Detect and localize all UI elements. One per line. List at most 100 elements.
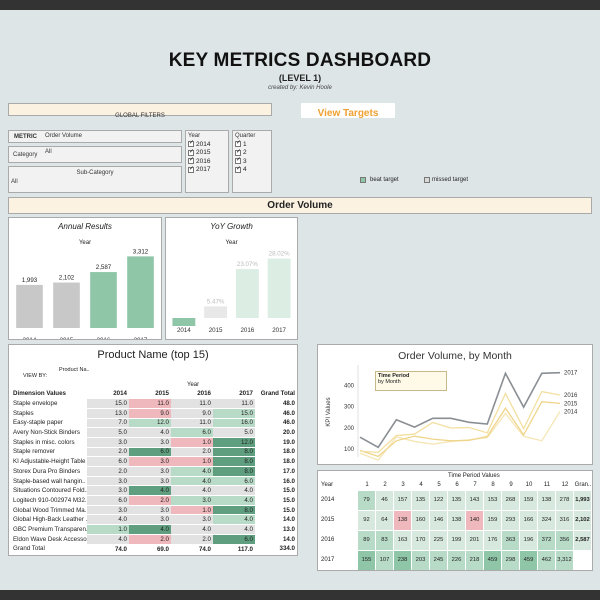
month-value-cell: 79 xyxy=(358,491,375,510)
month-row-year: 2015 xyxy=(321,517,335,523)
bar[interactable] xyxy=(172,318,196,326)
grand-total-label: Grand Total xyxy=(13,545,45,553)
quarter-checkbox-label: 4 xyxy=(243,166,247,174)
month-header: 4 xyxy=(419,482,423,488)
quarter-checkbox-1[interactable]: 1 xyxy=(235,139,269,149)
table-row[interactable]: Avery Non-Stick Binders 5.0 4.0 6.0 5.0 20.0 xyxy=(11,427,297,438)
col-header: 2014 xyxy=(113,390,127,398)
month-header: 12 xyxy=(561,482,569,488)
grand-total-cell: 18.0 xyxy=(282,448,295,456)
bar[interactable] xyxy=(90,272,117,328)
year-checkbox-2014[interactable]: 2014 xyxy=(188,139,226,149)
grand-total-cell: 15.0 xyxy=(282,496,295,504)
checkmark-icon[interactable] xyxy=(188,165,194,173)
table-row[interactable]: Global High-Back Leather .. 4.0 3.0 3.0 4.0 1… xyxy=(11,514,297,526)
section-title: Order Volume xyxy=(8,197,592,214)
table-row[interactable]: Staples in misc. colors 3.0 3.0 1.0 12.0 19.0 xyxy=(11,437,297,448)
month-value-cell: 159 xyxy=(520,491,537,510)
quarter-checkbox-2[interactable]: 2 xyxy=(235,148,269,158)
month-value-cell: 238 xyxy=(394,551,411,570)
month-header: 5 xyxy=(437,482,441,488)
quarter-checkbox-4[interactable]: 4 xyxy=(235,165,269,175)
series-line-2016[interactable] xyxy=(359,390,561,454)
value-cell: 11.0 xyxy=(213,398,255,409)
table-row[interactable]: Global Wood Trimmed Ma.. 3.0 3.0 1.0 8.0 15.0 xyxy=(11,505,297,516)
table-row[interactable]: Logitech 910-002974 M32.. 6.0 2.0 3.0 4.0 15.… xyxy=(11,495,297,506)
table-row[interactable]: Eldon Wave Desk Accesso.. 4.0 2.0 2.0 6.0 14.… xyxy=(11,534,297,545)
view-targets-button[interactable]: View Targets xyxy=(301,103,395,119)
value-cell: 4.0 xyxy=(87,534,129,545)
series-line-2015[interactable] xyxy=(359,401,561,458)
bar[interactable] xyxy=(235,269,259,318)
year-checkbox-2017[interactable]: 2017 xyxy=(188,165,226,175)
checkmark-icon[interactable] xyxy=(235,165,241,173)
monthly-chart-title: Order Volume, by Month xyxy=(398,350,512,362)
global-filters-header: GLOBAL FILTERS xyxy=(8,103,272,119)
y-tick-label: 200 xyxy=(344,426,355,432)
category-filter[interactable]: Category All xyxy=(8,146,182,163)
grand-total-cell: 117.0 xyxy=(237,545,253,553)
view-by-dropdown[interactable]: Product Na.. xyxy=(59,367,90,373)
grand-total-cell: 48.0 xyxy=(282,400,295,408)
value-cell: 1.0 xyxy=(171,437,213,448)
value-cell: 13.0 xyxy=(87,408,129,419)
month-value-cell: 140 xyxy=(466,511,483,530)
value-cell: 4.0 xyxy=(129,524,171,535)
grand-total-row: Grand Total 74.0 69.0 74.0 117.0 334.0 xyxy=(11,544,297,554)
year-checkbox-label: 2014 xyxy=(196,140,211,148)
series-line-2014[interactable] xyxy=(359,411,561,461)
bar[interactable] xyxy=(267,258,291,318)
subcategory-filter[interactable]: Sub-Category All xyxy=(8,166,182,193)
series-line-2017[interactable] xyxy=(359,371,561,449)
month-value-cell: 89 xyxy=(358,531,375,550)
month-value-cell: 166 xyxy=(520,511,537,530)
data-label: 5.47% xyxy=(207,298,225,305)
data-label: 1,993 xyxy=(22,277,38,284)
checkmark-icon[interactable] xyxy=(188,148,194,156)
month-value-cell: 153 xyxy=(484,491,501,510)
year-checkbox-2015[interactable]: 2015 xyxy=(188,148,226,158)
month-row-year: 2016 xyxy=(321,537,335,543)
year-checkbox-2016[interactable]: 2016 xyxy=(188,156,226,166)
tick-label: 2016 xyxy=(240,327,254,334)
checkmark-icon[interactable] xyxy=(235,148,241,156)
product-table-header: Dimension Values 2014 2015 2016 2017 Gra… xyxy=(11,389,297,399)
month-grid: 79 46 157 135 122 135 143 153 268 159 138 278 1,993 9… xyxy=(358,491,592,570)
month-value-cell: 176 xyxy=(484,531,501,550)
table-row[interactable]: Staple remover 2.0 6.0 2.0 8.0 18.0 xyxy=(11,447,297,458)
month-row-year: 2014 xyxy=(321,497,335,503)
checkmark-icon[interactable] xyxy=(188,139,194,148)
axis-label: Year xyxy=(79,240,91,246)
table-row[interactable]: Staple-based wall hangin.. 3.0 3.0 4.0 6.0 16… xyxy=(11,476,297,487)
tick-label: 2015 xyxy=(60,337,74,339)
table-row[interactable]: Easy-staple paper 7.0 12.0 11.0 16.0 46.0 xyxy=(11,418,297,429)
bar[interactable] xyxy=(16,284,43,328)
data-label: 28.02% xyxy=(269,251,290,258)
month-row-year: 2017 xyxy=(321,557,335,563)
series-end-label: 2015 xyxy=(564,401,578,407)
bar[interactable] xyxy=(53,282,80,328)
table-row[interactable]: Storex Dura Pro Binders 2.0 3.0 4.0 8.0 17.0 xyxy=(11,466,297,477)
table-row[interactable]: Staple envelope 15.0 11.0 11.0 11.0 48.0 xyxy=(11,398,297,409)
tick-label: 2016 xyxy=(97,337,111,339)
table-row[interactable]: KI Adjustable-Height Table 6.0 3.0 1.0 8.0 18… xyxy=(11,456,297,467)
bar[interactable] xyxy=(204,306,228,318)
month-header: 1 xyxy=(365,482,369,488)
month-value-cell: 293 xyxy=(502,511,519,530)
bar[interactable] xyxy=(127,256,154,328)
metric-filter[interactable]: METRIC Order Volume xyxy=(8,130,182,143)
checkmark-icon[interactable] xyxy=(188,156,194,165)
month-header: 2 xyxy=(383,482,387,488)
table-row[interactable]: GBC Premium Transparen.. 1.0 4.0 4.0 4.0 13.0 xyxy=(11,524,297,535)
checkmark-icon[interactable] xyxy=(235,156,241,165)
time-period-selector[interactable]: Time Period by Month xyxy=(375,371,447,391)
table-row[interactable]: Staples 13.0 9.0 9.0 15.0 46.0 xyxy=(11,408,297,419)
tick-label: 2017 xyxy=(272,327,286,334)
table-row[interactable]: Situations Contoured Fold.. 3.0 4.0 4.0 4.0 1… xyxy=(11,485,297,497)
quarter-checkbox-3[interactable]: 3 xyxy=(235,156,269,166)
checkmark-icon[interactable] xyxy=(235,139,241,148)
month-value-cell: 135 xyxy=(448,491,465,510)
